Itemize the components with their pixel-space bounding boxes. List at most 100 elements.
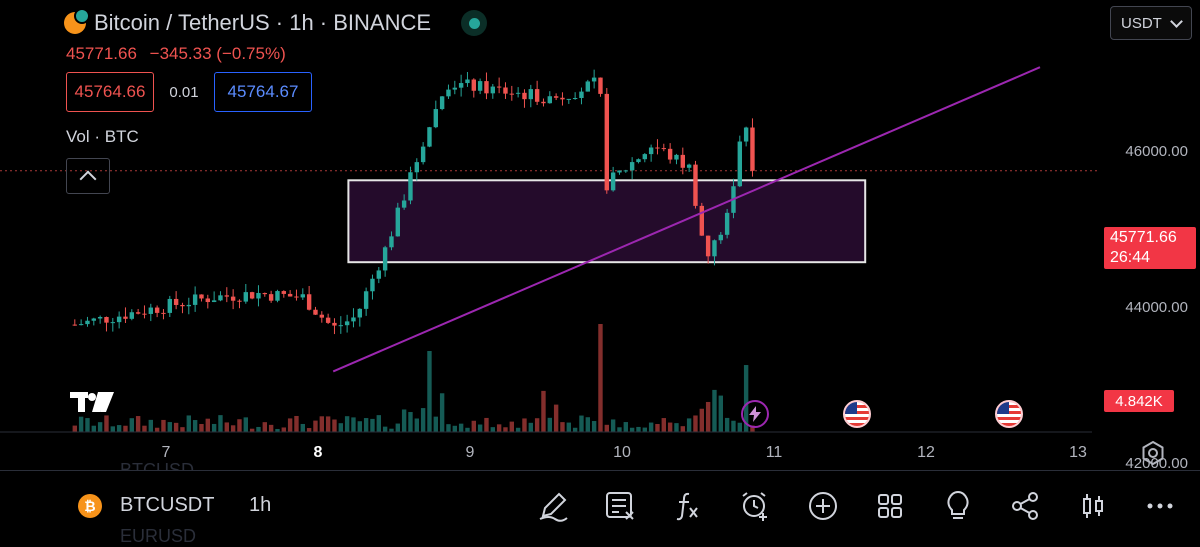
- sell-price-button[interactable]: 45764.66: [66, 72, 154, 112]
- volume-bar: [123, 425, 128, 432]
- candle-body: [503, 87, 508, 94]
- flash-event-icon[interactable]: [741, 400, 769, 428]
- timeframe-button[interactable]: 1h: [249, 494, 272, 516]
- share-icon[interactable]: [1007, 488, 1043, 524]
- volume-bar: [243, 417, 248, 432]
- candle-body: [78, 324, 84, 326]
- candle-body: [116, 316, 122, 323]
- symbol-title: Bitcoin / TetherUS · 1h · BINANCE: [94, 10, 432, 35]
- volume-bar: [598, 324, 603, 432]
- candle-body: [205, 298, 210, 303]
- last-price-value: 45771.66: [66, 44, 137, 63]
- volume-bar: [395, 423, 400, 432]
- symbol-button[interactable]: BTCUSDT: [120, 494, 215, 516]
- candle-body: [319, 314, 324, 318]
- volume-bar: [344, 416, 350, 432]
- candle-body: [465, 79, 470, 84]
- candle-body: [623, 170, 628, 172]
- tradingview-logo-icon[interactable]: [70, 390, 114, 414]
- volume-bar: [161, 419, 166, 432]
- volume-bar: [604, 424, 609, 432]
- volume-bar: [351, 417, 356, 432]
- candle-body: [477, 81, 483, 91]
- volume-bar: [699, 408, 704, 432]
- time-axis-label: 11: [765, 444, 783, 461]
- us-flag-icon[interactable]: [995, 400, 1023, 428]
- price-chart[interactable]: [0, 0, 1200, 470]
- drawing-pen-icon[interactable]: [535, 488, 571, 524]
- price-axis-label: 46000.00: [1125, 143, 1188, 160]
- ohlc-readout: 45771.66 −345.33 (−0.75%): [66, 44, 294, 64]
- volume-bar: [376, 415, 381, 432]
- bottom-toolbar: [0, 470, 1200, 541]
- volume-bar: [585, 417, 590, 432]
- candle-body: [718, 234, 723, 241]
- candle-body: [686, 164, 692, 168]
- candle-body: [91, 318, 96, 321]
- settings-icon[interactable]: [1140, 440, 1166, 466]
- volume-bar: [142, 425, 147, 432]
- volume-bar: [192, 420, 198, 432]
- volume-bar: [110, 426, 115, 432]
- volume-bar: [610, 419, 616, 432]
- volume-bar: [712, 389, 717, 432]
- layout-grid-icon[interactable]: [872, 488, 908, 524]
- volume-bar: [566, 422, 571, 432]
- volume-bar: [332, 419, 337, 432]
- market-open-status-icon[interactable]: [461, 10, 488, 36]
- candle-body: [553, 96, 559, 98]
- candle-body: [496, 86, 502, 88]
- more-dots-icon[interactable]: [1142, 488, 1178, 524]
- volume-legend[interactable]: Vol · BTC: [66, 127, 139, 146]
- volume-bar: [686, 418, 692, 432]
- volume-bar: [91, 425, 96, 432]
- candle-body: [674, 154, 679, 160]
- collapse-legend-button[interactable]: [66, 158, 110, 194]
- us-flag-icon[interactable]: [843, 400, 871, 428]
- candle-body: [142, 313, 147, 315]
- alert-clock-icon[interactable]: [737, 488, 773, 524]
- volume-bar: [268, 424, 274, 432]
- volume-bar: [306, 428, 312, 432]
- volume-bar: [446, 424, 451, 432]
- volume-bar: [648, 422, 654, 432]
- candle-body: [737, 141, 742, 187]
- candle-body: [344, 321, 350, 326]
- candle-body: [180, 304, 185, 307]
- volume-bar: [623, 422, 628, 432]
- volume-bar: [205, 418, 210, 432]
- volume-bar: [541, 390, 546, 432]
- currency-selector[interactable]: USDT: [1110, 6, 1192, 40]
- volume-bar: [97, 422, 103, 432]
- volume-bar: [484, 417, 489, 432]
- chevron-down-icon: [1170, 14, 1183, 28]
- candle-body: [211, 300, 217, 303]
- candle-body: [693, 164, 698, 206]
- volume-bar: [313, 420, 318, 432]
- volume-bar: [414, 418, 419, 432]
- candle-body: [72, 324, 77, 326]
- candle-body: [186, 304, 191, 307]
- candle-body: [161, 312, 166, 314]
- candle-body: [743, 127, 749, 142]
- candle-body: [294, 296, 299, 298]
- time-axis-label: 9: [465, 444, 475, 461]
- add-circle-icon[interactable]: [805, 488, 841, 524]
- buy-price-button[interactable]: 45764.67: [214, 72, 312, 112]
- candle-body: [230, 296, 236, 301]
- volume-bar: [224, 422, 229, 432]
- fx-function-icon[interactable]: [669, 488, 705, 524]
- volume-bar: [154, 427, 160, 432]
- candle-body: [135, 312, 141, 314]
- time-axis-label: 13: [1069, 444, 1087, 461]
- volume-bar: [186, 415, 191, 432]
- volume-bar: [490, 427, 495, 432]
- volume-bar: [693, 415, 698, 432]
- indicator-list-icon[interactable]: [602, 488, 638, 524]
- candle-body: [192, 294, 198, 305]
- volume-bar: [135, 416, 141, 432]
- chart-type-candles-icon[interactable]: [1075, 488, 1111, 524]
- idea-bulb-icon[interactable]: [940, 488, 976, 524]
- symbol-header[interactable]: Bitcoin / TetherUS · 1h · BINANCE: [64, 8, 488, 36]
- candle-body: [433, 109, 438, 128]
